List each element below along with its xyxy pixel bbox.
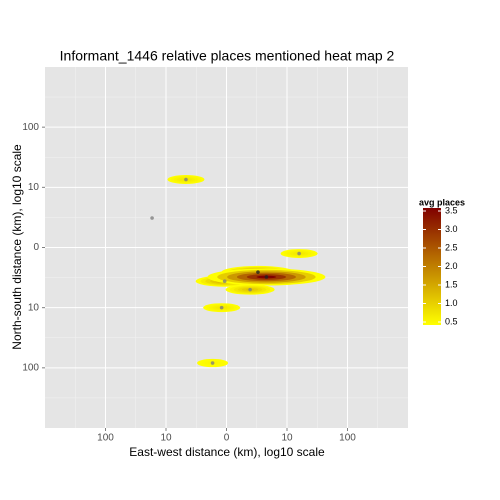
y-tick-label: 0 xyxy=(33,242,39,253)
colorbar-label: 3.5 xyxy=(445,205,458,215)
x-axis-title: East-west distance (km), log10 scale xyxy=(129,445,325,459)
chart-title: Informant_1446 relative places mentioned… xyxy=(60,48,395,64)
y-tick-label: 10 xyxy=(28,302,40,313)
point xyxy=(150,216,154,220)
point xyxy=(222,279,227,283)
point xyxy=(248,287,252,292)
x-tick-label: 10 xyxy=(281,433,293,444)
point xyxy=(210,361,215,365)
y-tick-label: 100 xyxy=(22,362,39,373)
colorbar-label: 2.5 xyxy=(445,242,458,252)
y-tick-label: 10 xyxy=(28,182,40,193)
colorbar xyxy=(423,208,441,325)
x-tick-label: 0 xyxy=(224,433,230,444)
x-tick-label: 100 xyxy=(97,433,114,444)
colorbar-label: 1.5 xyxy=(445,279,458,289)
colorbar-label: 0.5 xyxy=(445,316,458,326)
x-tick-label: 100 xyxy=(339,433,356,444)
y-axis-title: North-south distance (km), log10 scale xyxy=(10,144,24,350)
point xyxy=(256,270,260,274)
colorbar-label: 1.0 xyxy=(445,298,458,308)
y-tick-label: 100 xyxy=(22,122,39,133)
colorbar-label: 2.0 xyxy=(445,261,458,271)
point xyxy=(184,177,188,182)
colorbar-label: 3.0 xyxy=(445,224,458,234)
legend-title: avg places xyxy=(419,197,465,207)
point xyxy=(264,275,269,279)
x-tick-label: 10 xyxy=(160,433,172,444)
point xyxy=(297,251,301,256)
point xyxy=(219,305,224,310)
